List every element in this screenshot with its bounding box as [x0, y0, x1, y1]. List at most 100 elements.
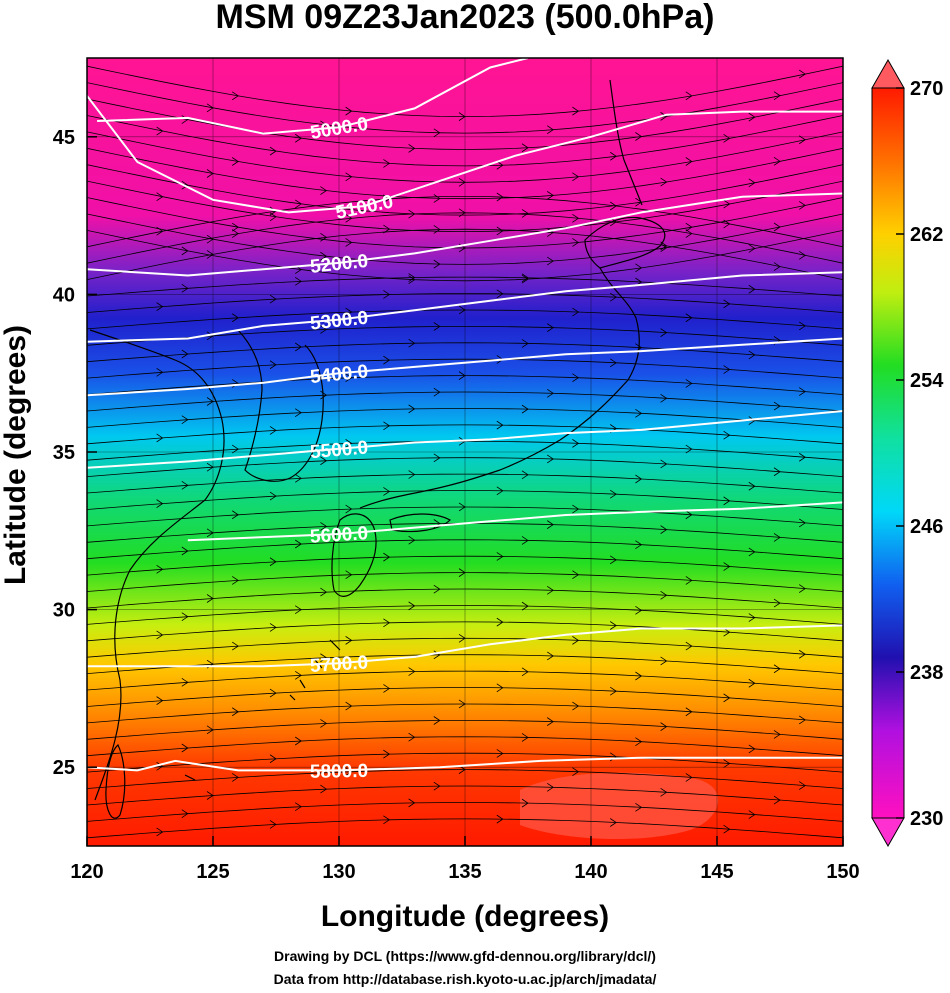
wind-arrow	[609, 686, 617, 696]
wind-arrow	[269, 623, 277, 632]
plot-area: 5000.05100.05200.05300.05400.05500.05600…	[86, 57, 844, 847]
wind-arrow	[496, 683, 504, 693]
wind-arrow	[433, 387, 441, 397]
wind-arrow	[546, 388, 554, 398]
wind-arrow	[181, 743, 189, 753]
x-tick-label: 140	[574, 861, 607, 883]
wind-arrow	[345, 504, 353, 514]
wind-arrow	[660, 656, 668, 666]
wind-arrow	[572, 373, 580, 383]
wind-arrow	[496, 486, 504, 496]
wind-arrow	[433, 194, 441, 203]
wind-arrow	[294, 605, 302, 615]
wind-arrow	[320, 186, 328, 195]
wind-arrow	[383, 355, 391, 365]
wind-arrow	[609, 621, 617, 630]
wind-arrow	[320, 719, 328, 728]
wind-arrow	[496, 749, 504, 758]
streamline	[87, 180, 843, 233]
wind-arrow	[181, 809, 189, 819]
wind-arrow	[496, 289, 504, 299]
streamline	[87, 164, 843, 216]
wind-arrow	[294, 277, 302, 286]
wind-arrow	[521, 470, 529, 480]
wind-arrow	[181, 180, 189, 190]
wind-arrow	[231, 510, 239, 520]
streamline	[87, 293, 843, 313]
wind-arrow	[408, 209, 416, 219]
wind-arrow	[269, 754, 277, 764]
wind-arrow	[521, 209, 529, 218]
wind-arrow	[496, 617, 504, 627]
wind-arrow	[320, 653, 328, 663]
wind-arrow	[433, 650, 441, 660]
wind-arrow	[206, 250, 214, 259]
streamline	[87, 605, 843, 625]
wind-arrow	[798, 201, 806, 210]
wind-arrow	[798, 715, 806, 725]
colorbar-bottom-arrow	[871, 817, 905, 848]
wind-arrow	[269, 360, 277, 370]
x-axis-title: Longitude (degrees)	[321, 900, 609, 933]
contour-label: 5500.0	[309, 437, 369, 463]
wind-arrow	[345, 570, 353, 580]
y-tick-label: 35	[53, 442, 75, 464]
wind-arrow	[156, 302, 164, 311]
wind-arrow	[156, 192, 164, 202]
wind-arrow	[773, 795, 781, 805]
wind-arrow	[181, 678, 189, 687]
wind-arrow	[660, 722, 668, 731]
streamline	[87, 555, 843, 576]
wind-arrow	[231, 313, 239, 323]
wind-arrow	[635, 132, 643, 141]
wind-arrow	[408, 798, 416, 808]
wind-arrow	[748, 613, 756, 622]
wind-arrow	[206, 103, 214, 113]
wind-arrow	[635, 802, 643, 812]
wind-arrow	[635, 408, 643, 418]
wind-arrow	[546, 125, 554, 135]
wind-arrow	[156, 564, 164, 574]
wind-arrow	[458, 371, 466, 380]
wind-arrow	[572, 570, 580, 580]
wind-arrow	[383, 487, 391, 496]
streamline	[87, 276, 843, 297]
wind-arrow	[723, 199, 731, 209]
wind-arrow	[156, 126, 164, 136]
streamline	[87, 195, 843, 248]
wind-arrow	[206, 528, 214, 538]
x-axis: 120 125 130 135 140 145 150	[70, 836, 860, 883]
wind-arrow	[206, 397, 214, 406]
streamline	[87, 408, 843, 428]
wind-arrow	[798, 321, 806, 331]
streamline	[87, 752, 843, 773]
wind-arrow	[496, 814, 504, 824]
sakhalin-coast	[609, 79, 643, 206]
coastlines	[89, 79, 666, 819]
wind-arrow	[269, 146, 277, 156]
y-tick-label: 40	[53, 284, 75, 306]
warm-patch	[520, 772, 719, 840]
wind-arrow	[609, 489, 617, 499]
wind-arrow	[269, 294, 277, 304]
y-axis-title: Latitude (degrees)	[0, 325, 32, 585]
wind-arrow	[660, 243, 668, 253]
wind-arrow	[773, 467, 781, 477]
wind-arrow	[269, 688, 277, 698]
wind-arrow	[609, 151, 617, 161]
wind-arrow	[345, 172, 353, 182]
wind-arrow	[773, 401, 781, 411]
wind-arrow	[156, 433, 164, 443]
wind-arrow	[685, 707, 693, 717]
wind-arrow	[572, 106, 580, 116]
wind-arrow	[181, 246, 189, 256]
wind-arrow	[521, 404, 529, 414]
honshu-coast	[359, 267, 640, 509]
wind-arrow	[572, 307, 580, 317]
wind-arrow	[156, 630, 164, 640]
shikoku-coast	[389, 513, 451, 533]
wind-arrow	[723, 759, 731, 768]
x-tick-label: 130	[322, 861, 355, 883]
wind-arrow	[572, 767, 580, 777]
wind-arrow	[345, 307, 353, 317]
